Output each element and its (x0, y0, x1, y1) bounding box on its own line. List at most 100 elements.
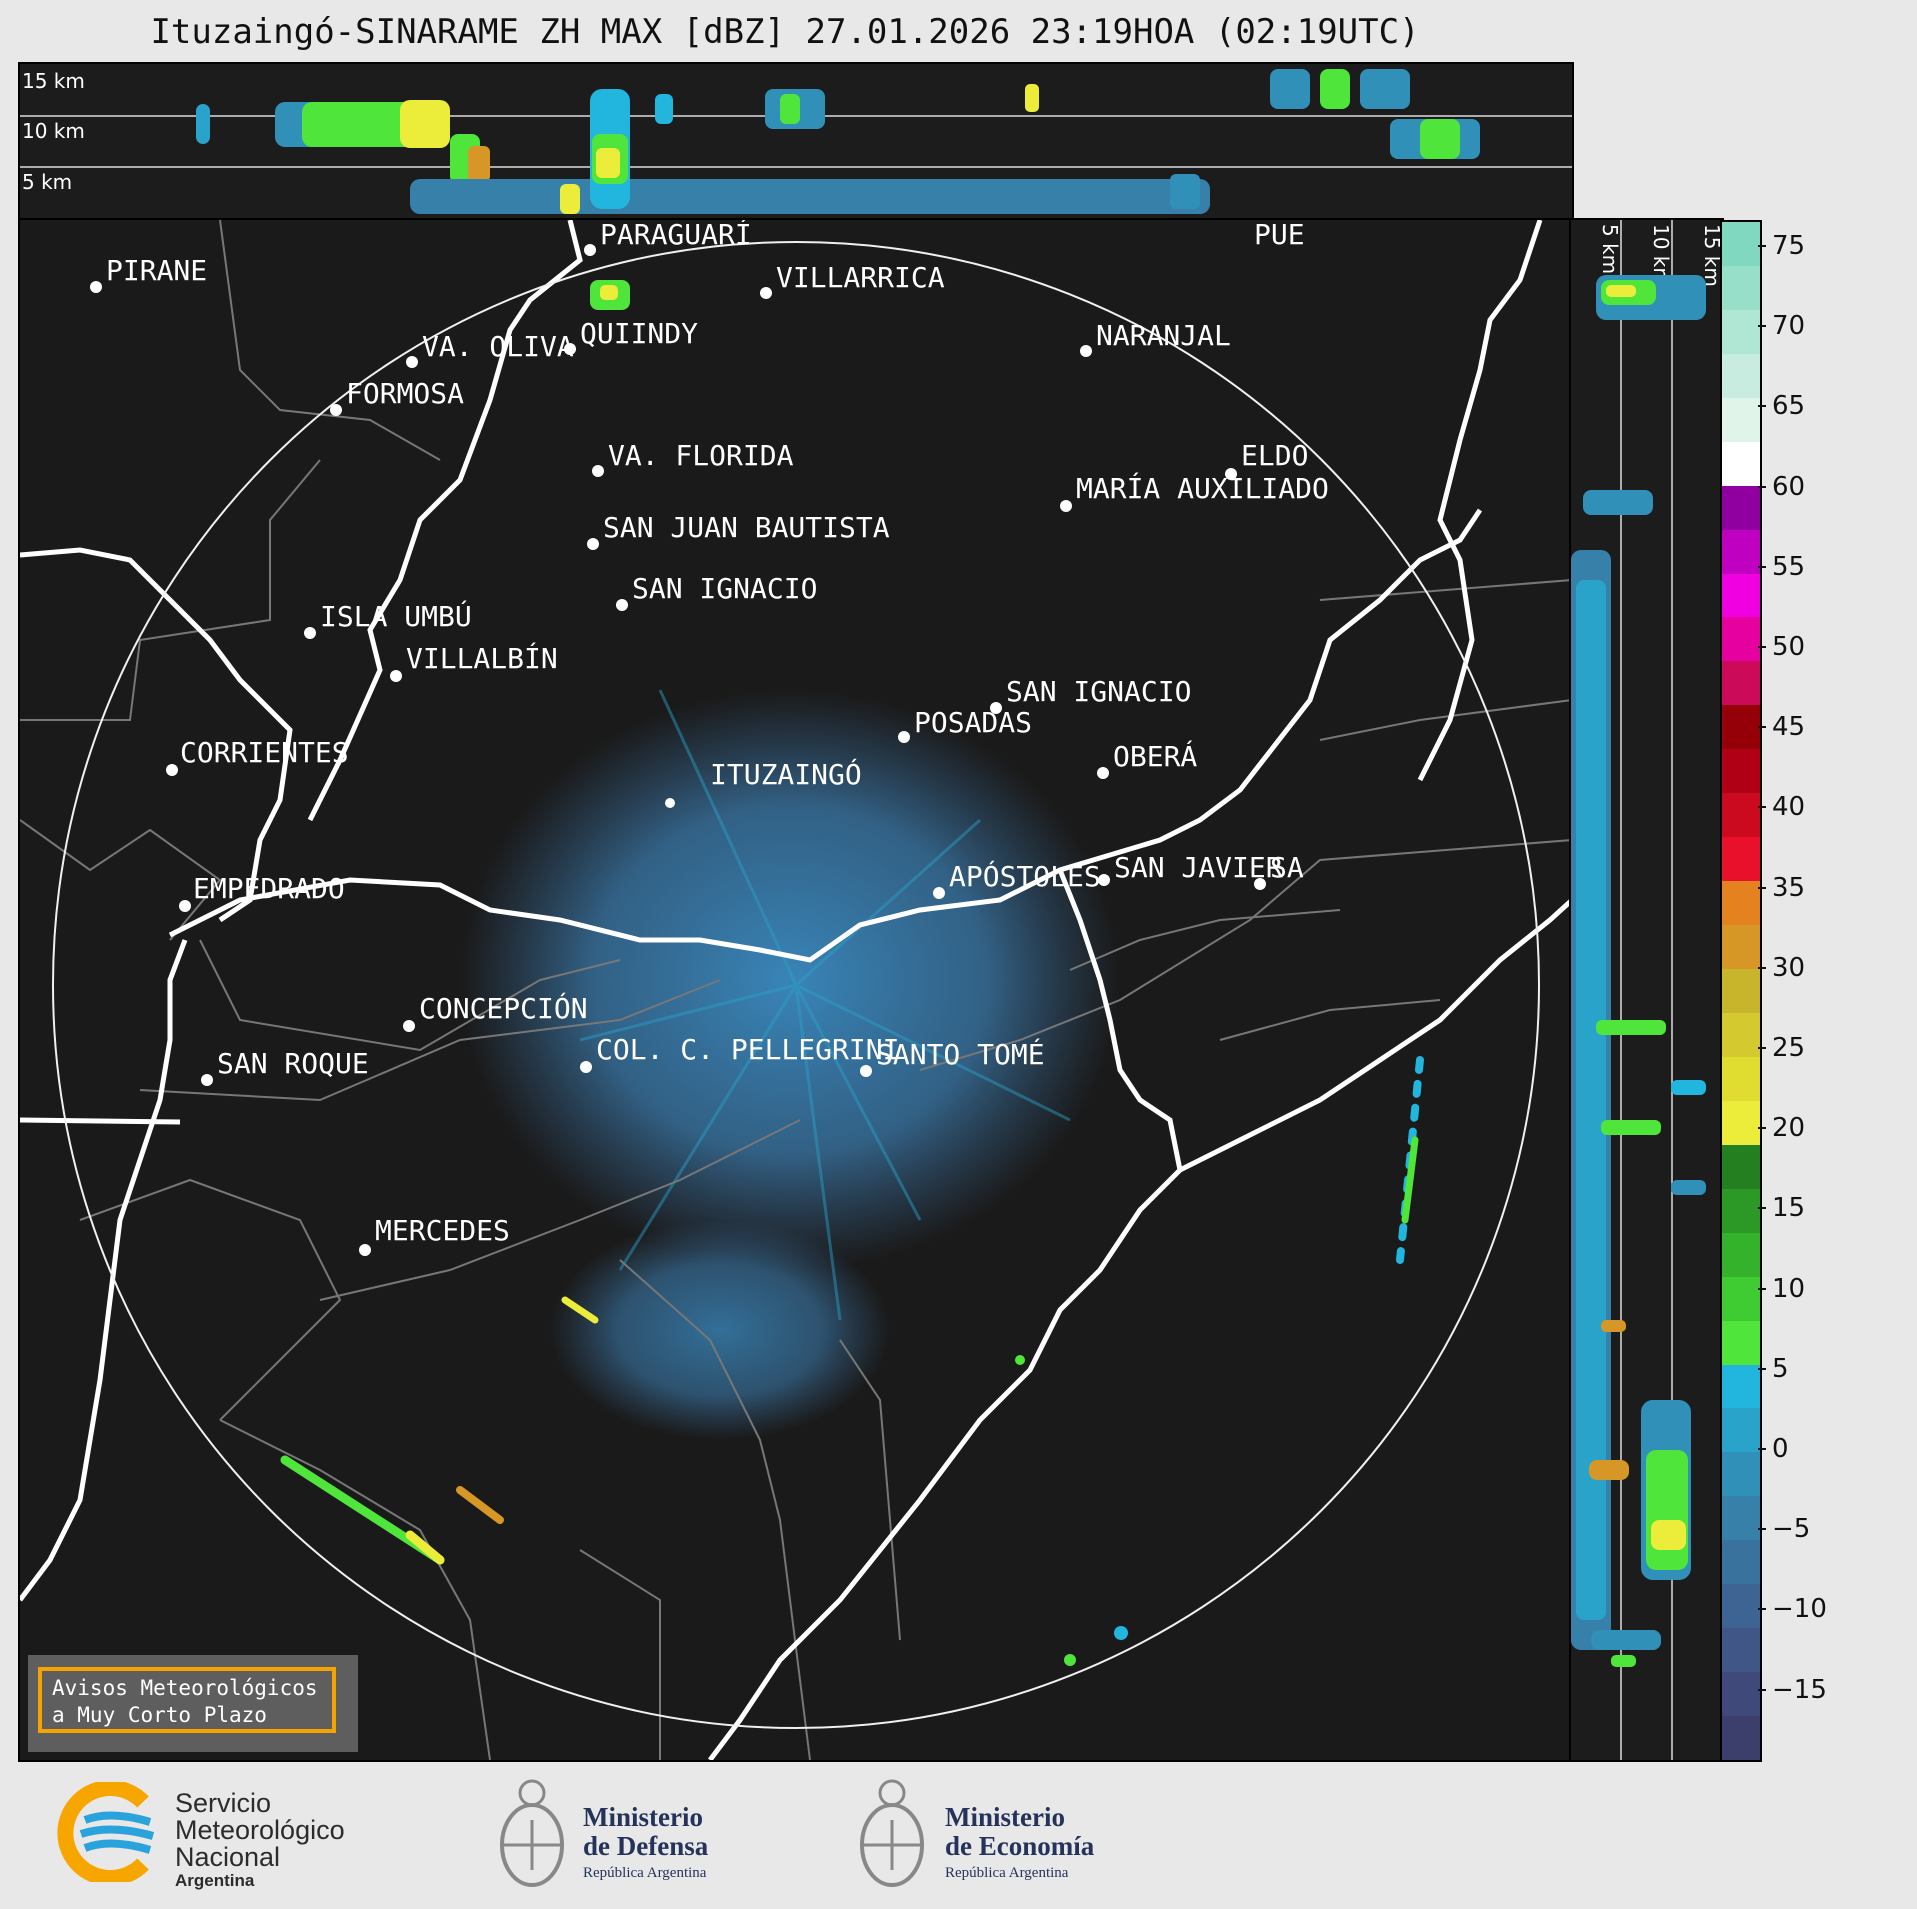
city-va-oliva[interactable]: VA. OLIVA (406, 330, 574, 368)
city-paraguari[interactable]: PARAGUARÍ (584, 220, 752, 256)
city-villalbin[interactable]: VILLALBÍN (390, 641, 558, 682)
colorbar-tick-label: 70 (1772, 311, 1806, 342)
svg-text:APÓSTOLES: APÓSTOLES (949, 859, 1101, 893)
svg-text:POSADAS: POSADAS (914, 706, 1032, 739)
city-obera[interactable]: OBERÁ (1097, 739, 1197, 779)
colorbar-band (1722, 1584, 1760, 1629)
colorbar-band (1722, 1496, 1760, 1541)
city-col-c-pellegrini[interactable]: COL. C. PELLEGRINI (580, 1033, 899, 1073)
svg-text:SA: SA (1270, 851, 1304, 884)
colorbar-band (1722, 969, 1760, 1014)
economia-logo[interactable]: Ministerio de Economía República Argenti… (855, 1775, 1145, 1900)
city-corrientes[interactable]: CORRIENTES (166, 736, 349, 776)
warning-frame[interactable]: Avisos Meteorológicos a Muy Corto Plazo (38, 1667, 336, 1733)
city-posadas[interactable]: POSADAS (898, 706, 1032, 743)
colorbar-band (1722, 529, 1760, 575)
city-san-ignacio-ar[interactable]: SAN IGNACIO (990, 675, 1191, 714)
colorbar-band (1722, 1628, 1760, 1673)
colorbar-band (1722, 1540, 1760, 1585)
top-profile-plot: 15 km 10 km 5 km (20, 69, 1572, 214)
top-label-10km: 10 km (22, 119, 85, 143)
city-san-ignacio-py[interactable]: SAN IGNACIO (616, 572, 817, 611)
smn-logo-icon (57, 1782, 155, 1882)
defensa-line-2: de Defensa (583, 1831, 709, 1861)
colorbar-tick-label: 10 (1772, 1273, 1806, 1304)
svg-text:SAN IGNACIO: SAN IGNACIO (1006, 675, 1191, 708)
colorbar-band (1722, 1012, 1760, 1058)
radar-echo-central (460, 690, 1120, 1270)
city-mercedes[interactable]: MERCEDES (359, 1214, 510, 1256)
colorbar-tick-label: 50 (1772, 632, 1806, 662)
svg-text:EMPEDRADO: EMPEDRADO (193, 872, 345, 905)
warning-line-2: a Muy Corto Plazo (52, 1703, 267, 1727)
city-concepcion[interactable]: CONCEPCIÓN (403, 991, 588, 1032)
city-san-juan-bautista[interactable]: SAN JUAN BAUTISTA (587, 511, 890, 550)
city-pirane[interactable]: PIRANE (90, 254, 207, 293)
colorbar-tick-label: 20 (1772, 1113, 1806, 1144)
defensa-logo[interactable]: Ministerio de Defensa República Argentin… (495, 1775, 765, 1900)
cities-layer: PIRANE PARAGUARÍ VILLARRICA QUIINDY VA. … (90, 220, 1329, 1256)
city-villarrica[interactable]: VILLARRICA (760, 261, 945, 299)
city-san-javier[interactable]: SAN JAVIER (1098, 851, 1283, 886)
colorbar-tick-label: 30 (1772, 952, 1806, 983)
svg-text:NARANJAL: NARANJAL (1096, 319, 1231, 352)
colorbar-band (1722, 441, 1760, 487)
colorbar-band (1722, 925, 1760, 970)
city-formosa[interactable]: FORMOSA (330, 377, 464, 416)
smn-logo[interactable]: Servicio Meteorológico Nacional Argentin… (55, 1782, 385, 1892)
radar-map-svg: PIRANE PARAGUARÍ VILLARRICA QUIINDY VA. … (20, 220, 1572, 1760)
svg-text:CONCEPCIÓN: CONCEPCIÓN (419, 991, 588, 1025)
right-profile-echoes (1571, 275, 1706, 1667)
svg-text:SANTO TOMÉ: SANTO TOMÉ (876, 1037, 1045, 1071)
colorbar-ticks: 75 70 65 60 55 50 45 40 35 30 25 20 15 10 5 0 −5 −10 −15 (1758, 220, 1898, 1758)
colorbar-band (1722, 1276, 1760, 1322)
colorbar-band (1722, 353, 1760, 399)
colorbar-band (1722, 485, 1760, 531)
svg-text:PARAGUARÍ: PARAGUARÍ (600, 220, 752, 251)
city-ituzaingo[interactable]: ITUZAINGÓ (665, 757, 862, 808)
colorbar (1720, 220, 1762, 1762)
svg-text:SAN ROQUE: SAN ROQUE (217, 1047, 369, 1080)
coat-of-arms-icon (860, 1779, 924, 1887)
colorbar-band (1722, 397, 1760, 443)
colorbar-band (1722, 1364, 1760, 1409)
province-borders (20, 220, 1572, 1760)
city-pue[interactable]: PUE (1254, 220, 1305, 251)
colorbar-tick-label: 60 (1772, 471, 1806, 502)
city-quiindy[interactable]: QUIINDY (564, 317, 698, 355)
colorbar-band (1722, 309, 1760, 355)
defensa-line-3: República Argentina (583, 1865, 707, 1881)
warning-box[interactable]: Avisos Meteorológicos a Muy Corto Plazo (28, 1655, 358, 1752)
radar-map[interactable]: PIRANE PARAGUARÍ VILLARRICA QUIINDY VA. … (18, 218, 1574, 1762)
city-isla-umbu[interactable]: ISLA UMBÚ (304, 599, 472, 639)
city-naranjal[interactable]: NARANJAL (1080, 319, 1231, 357)
colorbar-tick-label: −10 (1772, 1594, 1827, 1625)
city-maria-auxiliadora[interactable]: MARÍA AUXILIADO (1060, 471, 1329, 512)
right-height-profile: 5 km 10 km 15 km (1569, 218, 1724, 1762)
colorbar-band (1722, 1452, 1760, 1497)
top-label-15km: 15 km (22, 69, 85, 93)
defensa-line-1: Ministerio (583, 1802, 703, 1832)
svg-text:MARÍA AUXILIADO: MARÍA AUXILIADO (1076, 471, 1329, 505)
city-apostoles[interactable]: APÓSTOLES (933, 859, 1101, 899)
svg-text:SAN JAVIER: SAN JAVIER (1114, 851, 1283, 884)
city-santo-tome[interactable]: SANTO TOMÉ (860, 1037, 1045, 1077)
city-sa[interactable]: SA (1254, 851, 1304, 890)
top-height-profile: 15 km 10 km 5 km (18, 62, 1574, 220)
city-san-roque[interactable]: SAN ROQUE (201, 1047, 369, 1086)
economia-line-2: de Economía (945, 1831, 1095, 1861)
colorbar-tick-label: 5 (1772, 1353, 1789, 1384)
svg-text:OBERÁ: OBERÁ (1113, 739, 1197, 773)
city-va-florida[interactable]: VA. FLORIDA (592, 439, 794, 477)
colorbar-band (1722, 705, 1760, 750)
svg-text:PIRANE: PIRANE (106, 254, 207, 287)
svg-text:MERCEDES: MERCEDES (375, 1214, 510, 1247)
top-profile-echoes (196, 69, 1480, 214)
colorbar-band (1722, 1232, 1760, 1278)
smn-line-1: Servicio (175, 1788, 272, 1818)
svg-text:VILLALBÍN: VILLALBÍN (406, 641, 558, 675)
colorbar-tick-label: 35 (1772, 872, 1806, 903)
colorbar-tick-label: −5 (1772, 1514, 1811, 1545)
city-empedrado[interactable]: EMPEDRADO (179, 872, 345, 912)
city-eldo[interactable]: ELDO (1225, 439, 1308, 480)
